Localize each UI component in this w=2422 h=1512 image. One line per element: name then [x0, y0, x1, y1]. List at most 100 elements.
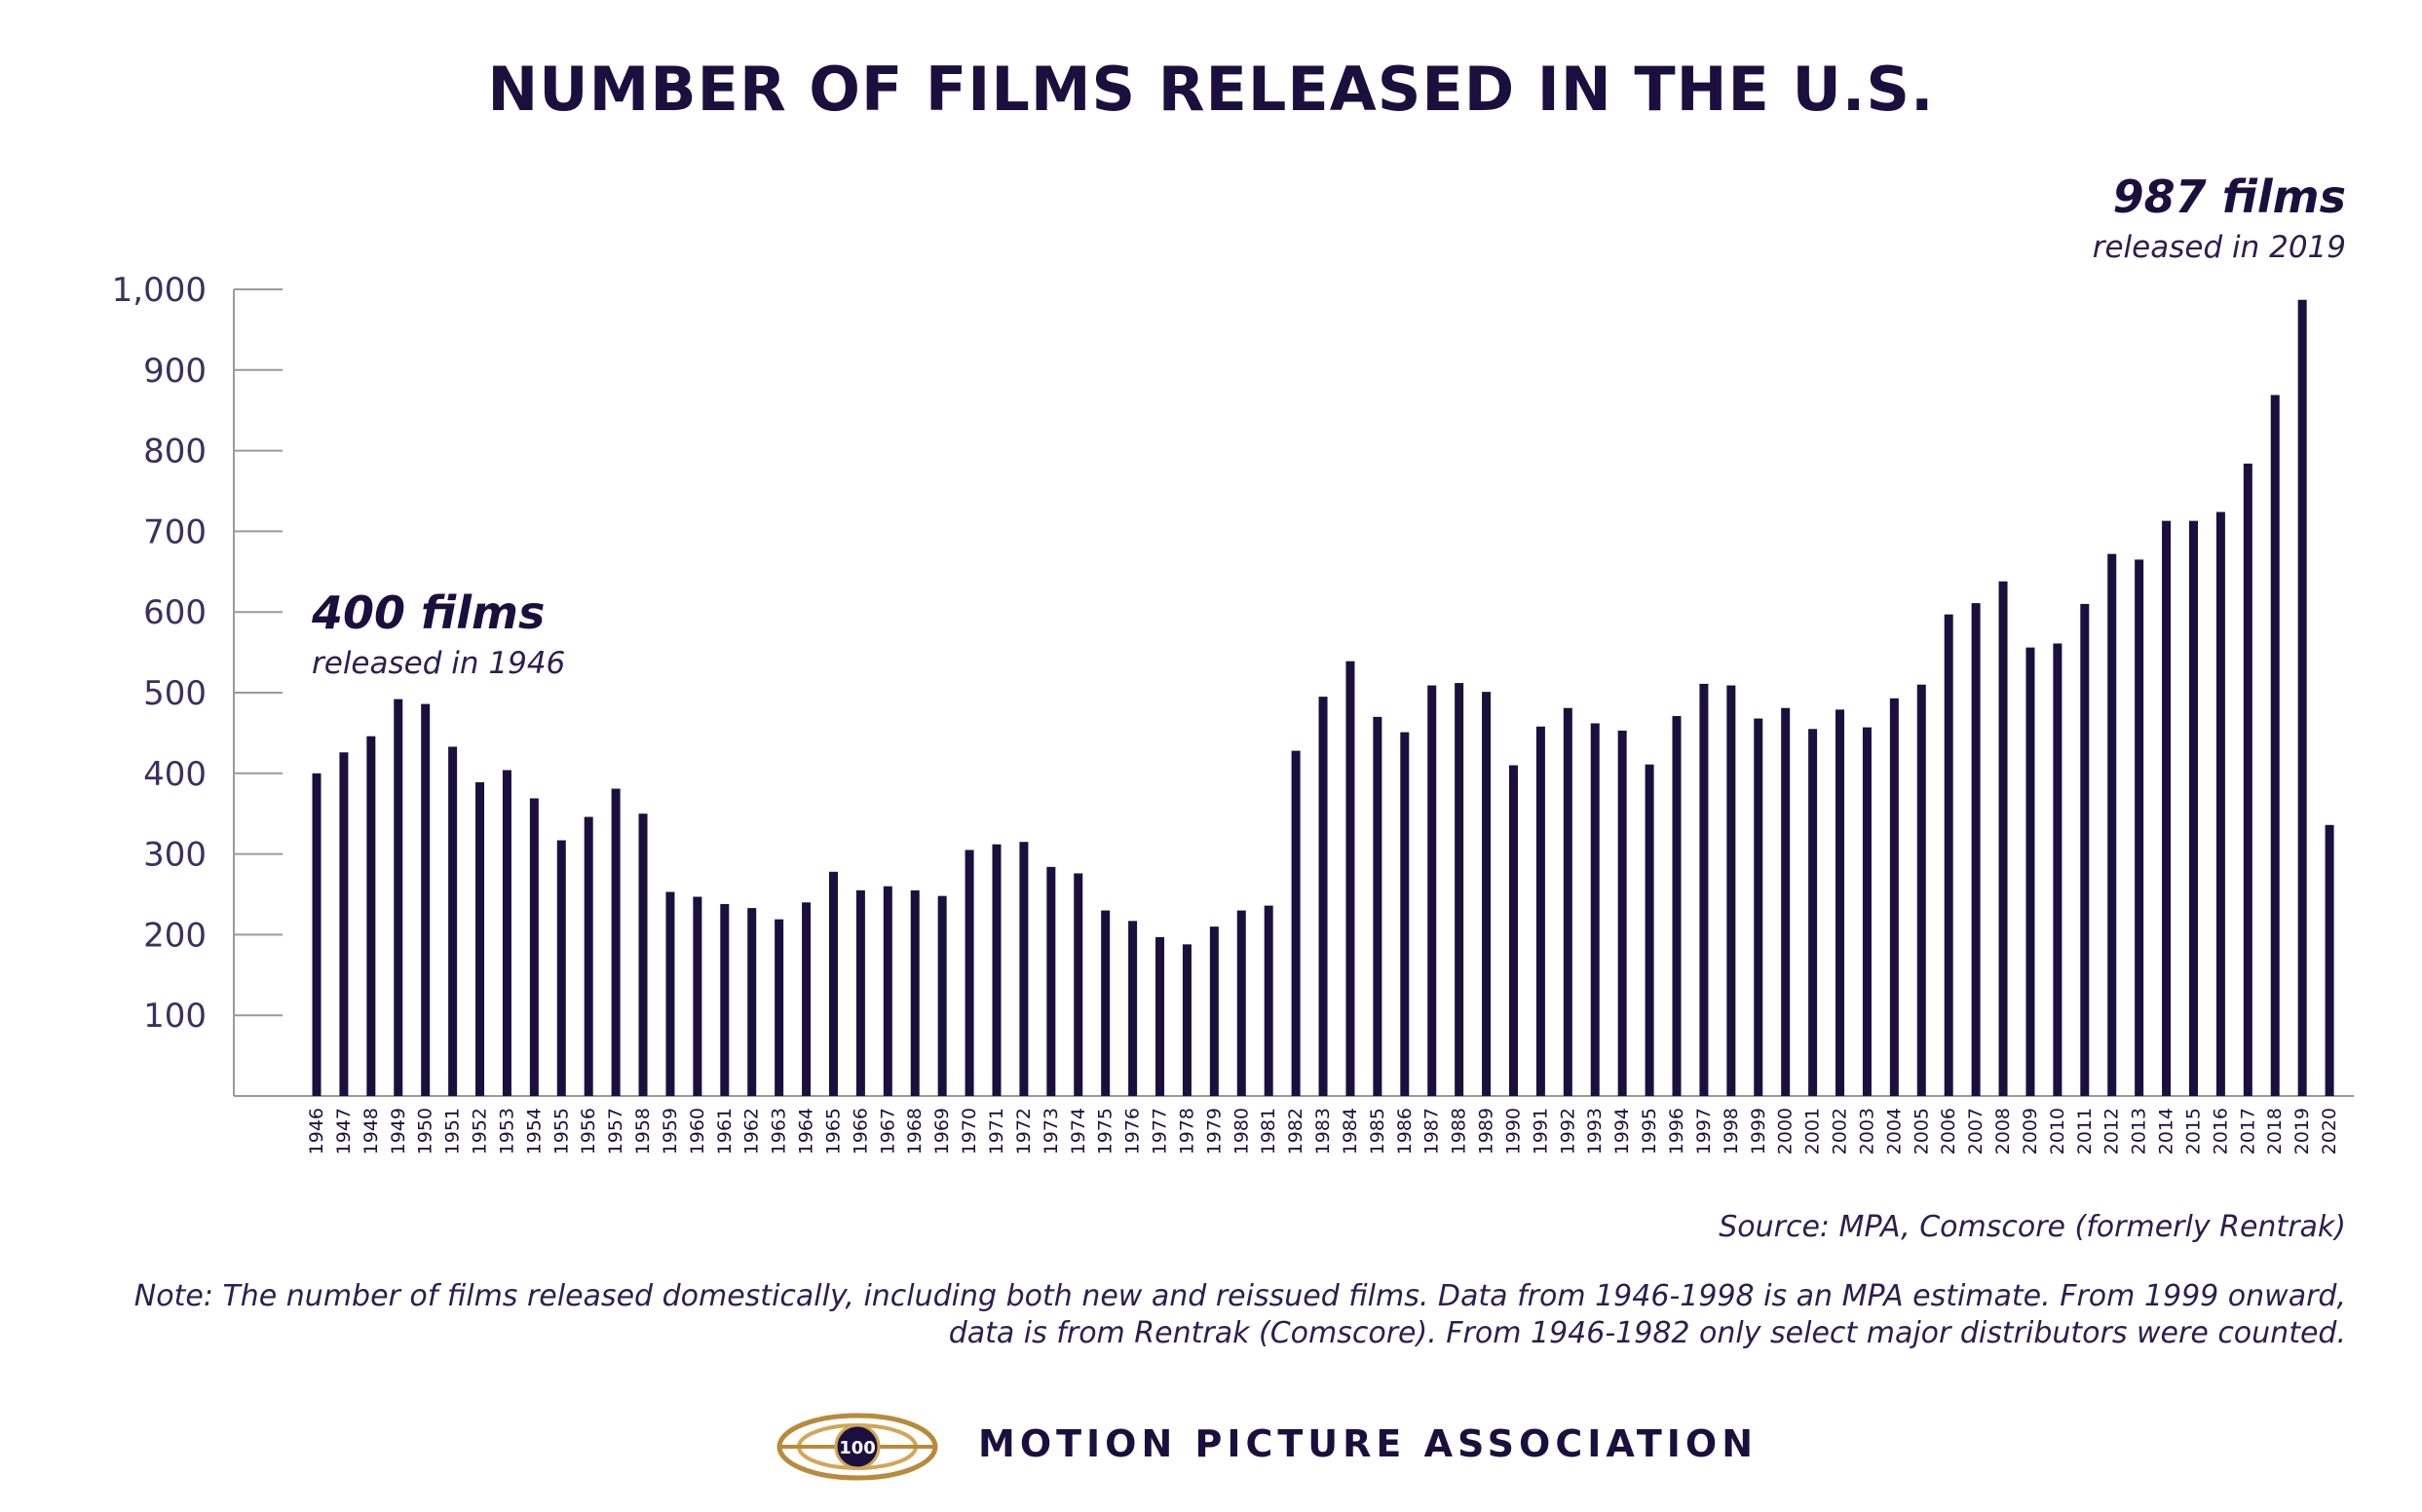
x-tick-label: 2017 [2237, 1108, 2258, 1154]
y-tick-label: 700 [143, 512, 207, 551]
x-tick-label: 1975 [1095, 1108, 1116, 1154]
annotation-headline: 987 films [2113, 170, 2346, 223]
annotation-headline: 400 films [311, 586, 545, 639]
bar-1946 [312, 773, 322, 1096]
x-tick-label: 1970 [959, 1108, 980, 1154]
bar-1971 [992, 844, 1002, 1096]
bar-2020 [2325, 824, 2334, 1096]
x-tick-label: 2005 [1911, 1108, 1932, 1154]
x-tick-label: 1952 [470, 1108, 491, 1154]
x-tick-label: 1977 [1150, 1108, 1171, 1154]
bar-1984 [1345, 661, 1355, 1096]
bar-1976 [1128, 921, 1138, 1096]
bar-2011 [2080, 603, 2090, 1096]
y-tick-label: 400 [143, 755, 207, 794]
x-tick-label: 1986 [1394, 1108, 1416, 1154]
x-tick-label: 2016 [2210, 1108, 2231, 1154]
bar-1994 [1617, 730, 1627, 1096]
x-tick-label: 1992 [1557, 1108, 1578, 1154]
bar-1963 [775, 919, 784, 1096]
x-tick-label: 1958 [632, 1108, 654, 1154]
x-tick-label: 1948 [360, 1108, 382, 1154]
mpa-logo-icon: 100 [776, 1413, 938, 1481]
bar-1997 [1699, 683, 1709, 1096]
x-tick-label: 2011 [2074, 1108, 2096, 1154]
x-tick-label: 1963 [769, 1108, 790, 1154]
bar-1996 [1672, 716, 1682, 1096]
x-tick-label: 1964 [796, 1108, 817, 1154]
x-tick-label: 1953 [496, 1108, 517, 1154]
x-tick-label: 1988 [1449, 1108, 1470, 1154]
x-tick-label: 1976 [1122, 1108, 1144, 1154]
annotations: 400 films released in 1946 987 films releas… [311, 170, 2346, 681]
x-tick-label: 1983 [1312, 1108, 1334, 1154]
chart-title: NUMBER OF FILMS RELEASED IN THE U.S. [487, 54, 1935, 125]
bar-1982 [1291, 750, 1301, 1096]
x-tick-label: 2001 [1802, 1108, 1824, 1154]
x-tick-label: 1947 [333, 1108, 355, 1154]
bar-1978 [1182, 944, 1192, 1096]
x-tick-label: 1967 [877, 1108, 898, 1154]
bar-1962 [747, 908, 757, 1096]
x-tick-label: 1982 [1285, 1108, 1306, 1154]
y-axis: 100 200 300 400 500 600 700 800 900 1,000 [112, 271, 2354, 1097]
x-tick-label: 1971 [986, 1108, 1007, 1154]
bar-1992 [1563, 707, 1572, 1096]
bar-2013 [2135, 559, 2144, 1096]
bar-1948 [366, 736, 376, 1096]
x-tick-label: 1949 [388, 1108, 409, 1154]
bar-2007 [1971, 603, 1981, 1096]
bar-1959 [665, 891, 675, 1096]
bar-2010 [2053, 643, 2062, 1096]
x-tick-label: 1980 [1230, 1108, 1252, 1154]
x-tick-label: 2015 [2182, 1108, 2204, 1154]
x-tick-label: 1994 [1611, 1108, 1633, 1154]
x-tick-label: 2020 [2319, 1108, 2340, 1154]
bars [312, 299, 2334, 1096]
bar-1950 [421, 703, 431, 1096]
bar-1954 [529, 798, 539, 1096]
bar-1988 [1455, 683, 1464, 1096]
bar-1973 [1046, 866, 1056, 1096]
y-tick-label: 800 [143, 433, 207, 472]
x-tick-label: 2018 [2264, 1108, 2286, 1154]
x-tick-label: 1959 [660, 1108, 681, 1154]
bar-2009 [2025, 647, 2035, 1096]
bar-2012 [2107, 553, 2117, 1096]
bar-1987 [1427, 685, 1437, 1096]
bar-1953 [502, 770, 511, 1096]
bar-1977 [1155, 936, 1165, 1096]
bar-1956 [584, 816, 593, 1096]
bar-1964 [802, 902, 812, 1096]
bar-2015 [2188, 520, 2198, 1096]
x-tick-label: 2019 [2291, 1108, 2313, 1154]
x-tick-label: 1989 [1476, 1108, 1497, 1154]
x-tick-label: 1946 [306, 1108, 327, 1154]
y-tick-label: 900 [143, 352, 207, 391]
bar-1983 [1318, 697, 1328, 1096]
y-tick-label: 200 [143, 916, 207, 955]
bar-1974 [1074, 873, 1083, 1096]
y-tick-label: 600 [143, 593, 207, 632]
organization-name: MOTION PICTURE ASSOCIATION [978, 1422, 1759, 1465]
bar-2003 [1862, 727, 1872, 1096]
bar-1981 [1264, 905, 1273, 1096]
x-tick-label: 1978 [1176, 1108, 1197, 1154]
x-tick-label: 1990 [1502, 1108, 1524, 1154]
x-tick-label: 2014 [2156, 1108, 2177, 1154]
bar-1998 [1726, 685, 1736, 1096]
bar-2014 [2162, 520, 2172, 1096]
x-tick-label: 1981 [1258, 1108, 1279, 1154]
x-tick-label: 1984 [1340, 1108, 1361, 1154]
bar-1991 [1535, 726, 1545, 1096]
bar-1986 [1400, 732, 1410, 1096]
x-tick-label: 1985 [1367, 1108, 1388, 1154]
x-tick-label: 1991 [1530, 1108, 1551, 1154]
annotation-subtext: released in 2019 [2093, 230, 2346, 265]
x-tick-label: 1987 [1421, 1108, 1443, 1154]
bar-1958 [638, 813, 648, 1096]
bar-1967 [883, 886, 892, 1096]
x-tick-label: 1954 [523, 1108, 545, 1154]
x-tick-label: 2007 [1965, 1108, 1987, 1154]
bar-1970 [965, 850, 974, 1096]
